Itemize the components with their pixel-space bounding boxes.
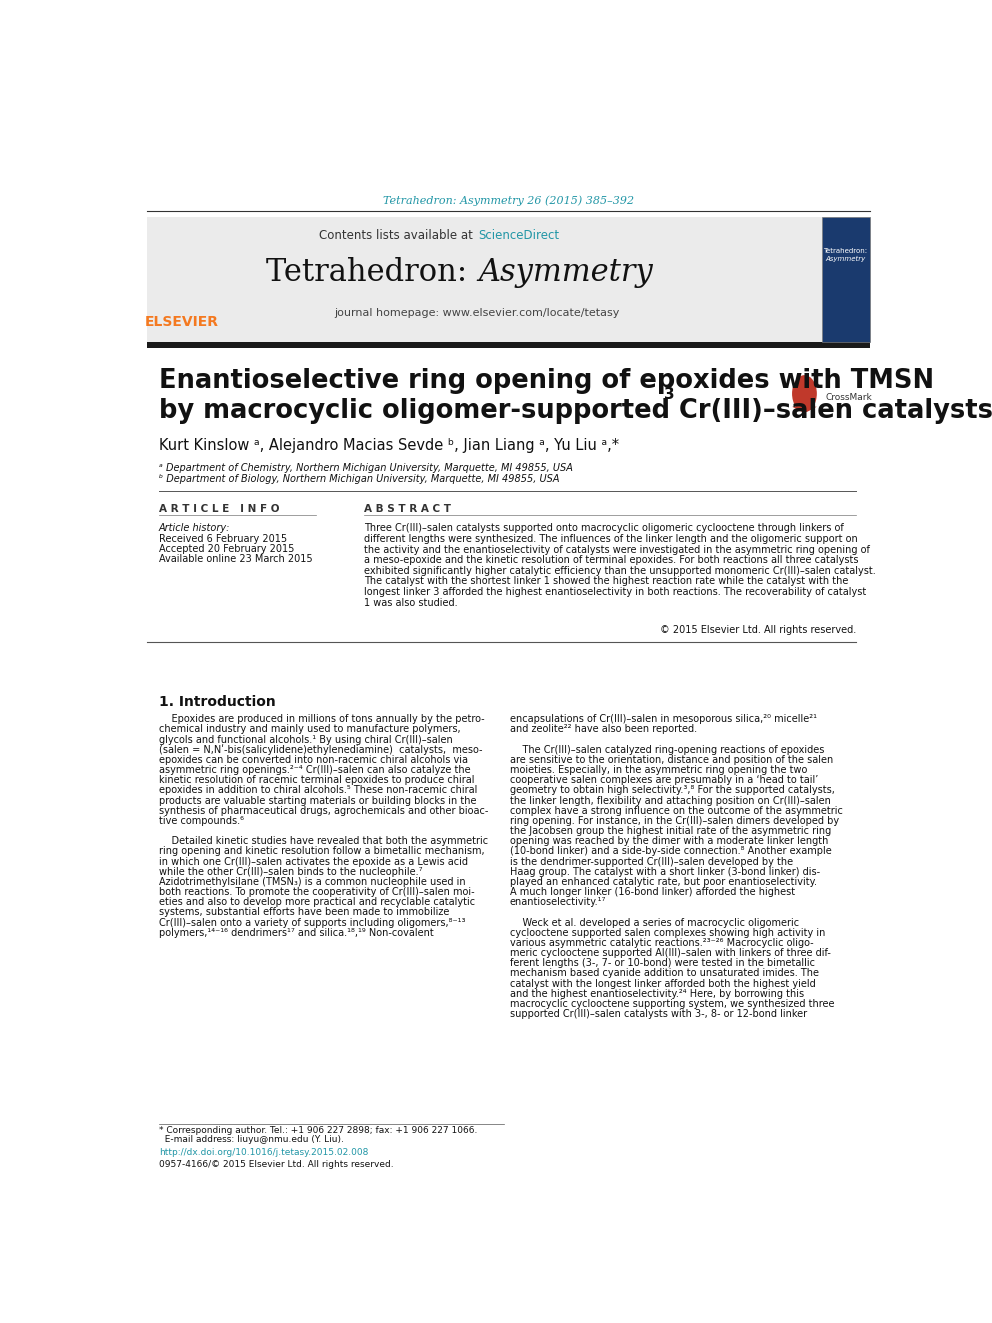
Text: catalyst with the longest linker afforded both the highest yield: catalyst with the longest linker afforde… xyxy=(510,979,815,988)
Text: and zeolite²² have also been reported.: and zeolite²² have also been reported. xyxy=(510,725,697,734)
Text: ScienceDirect: ScienceDirect xyxy=(478,229,559,242)
Text: epoxides in addition to chiral alcohols.⁵ These non-racemic chiral: epoxides in addition to chiral alcohols.… xyxy=(159,786,477,795)
Text: opening was reached by the dimer with a moderate linker length: opening was reached by the dimer with a … xyxy=(510,836,828,847)
Text: enantioselectivity.¹⁷: enantioselectivity.¹⁷ xyxy=(510,897,606,908)
Text: epoxides can be converted into non-racemic chiral alcohols via: epoxides can be converted into non-racem… xyxy=(159,755,468,765)
Text: in which one Cr(III)–salen activates the epoxide as a Lewis acid: in which one Cr(III)–salen activates the… xyxy=(159,856,468,867)
Text: A R T I C L E   I N F O: A R T I C L E I N F O xyxy=(159,504,280,515)
Text: Enantioselective ring opening of epoxides with TMSN: Enantioselective ring opening of epoxide… xyxy=(159,368,934,393)
Text: products are valuable starting materials or building blocks in the: products are valuable starting materials… xyxy=(159,795,476,806)
Text: journal homepage: www.elsevier.com/locate/tetasy: journal homepage: www.elsevier.com/locat… xyxy=(334,308,619,318)
Text: (10-bond linker) and a side-by-side connection.⁸ Another example: (10-bond linker) and a side-by-side conn… xyxy=(510,847,831,856)
Text: Tetrahedron:: Tetrahedron: xyxy=(266,257,476,288)
Text: and the highest enantioselectivity.²⁴ Here, by borrowing this: and the highest enantioselectivity.²⁴ He… xyxy=(510,988,805,999)
Text: eties and also to develop more practical and recyclable catalytic: eties and also to develop more practical… xyxy=(159,897,475,908)
Bar xyxy=(147,343,870,348)
Text: ring opening. For instance, in the Cr(III)–salen dimers developed by: ring opening. For instance, in the Cr(II… xyxy=(510,816,839,826)
Text: played an enhanced catalytic rate, but poor enantioselectivity.: played an enhanced catalytic rate, but p… xyxy=(510,877,817,886)
Text: glycols and functional alcohols.¹ By using chiral Cr(III)–salen: glycols and functional alcohols.¹ By usi… xyxy=(159,734,452,745)
Text: ᵇ Department of Biology, Northern Michigan University, Marquette, MI 49855, USA: ᵇ Department of Biology, Northern Michig… xyxy=(159,474,559,484)
Ellipse shape xyxy=(792,376,816,411)
Text: complex have a strong influence on the outcome of the asymmetric: complex have a strong influence on the o… xyxy=(510,806,843,816)
Text: meric cyclooctene supported Al(III)–salen with linkers of three dif-: meric cyclooctene supported Al(III)–sale… xyxy=(510,949,831,958)
Text: The Cr(III)–salen catalyzed ring-opening reactions of epoxides: The Cr(III)–salen catalyzed ring-opening… xyxy=(510,745,824,755)
Text: Article history:: Article history: xyxy=(159,524,230,533)
Text: both reactions. To promote the cooperativity of Cr(III)–salen moi-: both reactions. To promote the cooperati… xyxy=(159,888,474,897)
Text: CrossMark: CrossMark xyxy=(825,393,872,402)
Text: cooperative salen complexes are presumably in a ‘head to tail’: cooperative salen complexes are presumab… xyxy=(510,775,818,786)
Text: systems, substantial efforts have been made to immobilize: systems, substantial efforts have been m… xyxy=(159,908,449,917)
Text: Available online 23 March 2015: Available online 23 March 2015 xyxy=(159,554,312,564)
Text: a meso-epoxide and the kinetic resolution of terminal epoxides. For both reactio: a meso-epoxide and the kinetic resolutio… xyxy=(364,556,859,565)
Text: cyclooctene supported salen complexes showing high activity in: cyclooctene supported salen complexes sh… xyxy=(510,927,825,938)
Text: encapsulations of Cr(III)–salen in mesoporous silica,²⁰ micelle²¹: encapsulations of Cr(III)–salen in mesop… xyxy=(510,714,817,724)
Text: asymmetric ring openings.²⁻⁴ Cr(III)–salen can also catalyze the: asymmetric ring openings.²⁻⁴ Cr(III)–sal… xyxy=(159,765,470,775)
Text: * Corresponding author. Tel.: +1 906 227 2898; fax: +1 906 227 1066.: * Corresponding author. Tel.: +1 906 227… xyxy=(159,1126,477,1135)
Text: E-mail address: liuyu@nmu.edu (Y. Liu).: E-mail address: liuyu@nmu.edu (Y. Liu). xyxy=(159,1135,344,1144)
Text: Tetrahedron:: Tetrahedron: xyxy=(823,249,868,254)
Text: The catalyst with the shortest linker 1 showed the highest reaction rate while t: The catalyst with the shortest linker 1 … xyxy=(364,577,848,586)
Text: while the other Cr(III)–salen binds to the nucleophile.⁷: while the other Cr(III)–salen binds to t… xyxy=(159,867,423,877)
Text: longest linker 3 afforded the highest enantioselectivity in both reactions. The : longest linker 3 afforded the highest en… xyxy=(364,587,866,597)
Text: are sensitive to the orientation, distance and position of the salen: are sensitive to the orientation, distan… xyxy=(510,755,833,765)
Text: 1. Introduction: 1. Introduction xyxy=(159,695,276,709)
Text: is the dendrimer-supported Cr(III)–salen developed by the: is the dendrimer-supported Cr(III)–salen… xyxy=(510,856,793,867)
Text: Asymmetry: Asymmetry xyxy=(825,255,866,262)
Text: the linker length, flexibility and attaching position on Cr(III)–salen: the linker length, flexibility and attac… xyxy=(510,795,831,806)
Bar xyxy=(147,217,821,343)
Text: kinetic resolution of racemic terminal epoxides to produce chiral: kinetic resolution of racemic terminal e… xyxy=(159,775,474,786)
Text: Weck et al. developed a series of macrocyclic oligomeric: Weck et al. developed a series of macroc… xyxy=(510,918,800,927)
Text: exhibited significantly higher catalytic efficiency than the unsupported monomer: exhibited significantly higher catalytic… xyxy=(364,566,876,576)
Text: Contents lists available at: Contents lists available at xyxy=(319,229,476,242)
Text: Three Cr(III)–salen catalysts supported onto macrocyclic oligomeric cyclooctene : Three Cr(III)–salen catalysts supported … xyxy=(364,524,844,533)
Text: Tetrahedron: Asymmetry 26 (2015) 385–392: Tetrahedron: Asymmetry 26 (2015) 385–392 xyxy=(383,196,634,206)
Text: ELSEVIER: ELSEVIER xyxy=(145,315,219,329)
Text: by macrocyclic oligomer-supported Cr(III)–salen catalysts: by macrocyclic oligomer-supported Cr(III… xyxy=(159,398,992,425)
Text: 3: 3 xyxy=(665,386,675,402)
Text: the activity and the enantioselectivity of catalysts were investigated in the as: the activity and the enantioselectivity … xyxy=(364,545,870,554)
Polygon shape xyxy=(792,406,816,413)
Text: 0957-4166/© 2015 Elsevier Ltd. All rights reserved.: 0957-4166/© 2015 Elsevier Ltd. All right… xyxy=(159,1160,394,1170)
Text: © 2015 Elsevier Ltd. All rights reserved.: © 2015 Elsevier Ltd. All rights reserved… xyxy=(660,624,856,635)
Text: (salen = N,Nʹ-bis(salicylidene)ethylenediamine)  catalysts,  meso-: (salen = N,Nʹ-bis(salicylidene)ethylened… xyxy=(159,745,482,755)
Text: various asymmetric catalytic reactions.²³⁻²⁶ Macrocyclic oligo-: various asymmetric catalytic reactions.²… xyxy=(510,938,813,947)
Text: the Jacobsen group the highest initial rate of the asymmetric ring: the Jacobsen group the highest initial r… xyxy=(510,826,831,836)
Text: ferent lengths (3-, 7- or 10-bond) were tested in the bimetallic: ferent lengths (3-, 7- or 10-bond) were … xyxy=(510,958,815,968)
Text: synthesis of pharmaceutical drugs, agrochemicals and other bioac-: synthesis of pharmaceutical drugs, agroc… xyxy=(159,806,488,816)
Bar xyxy=(821,217,870,343)
Text: moieties. Especially, in the asymmetric ring opening the two: moieties. Especially, in the asymmetric … xyxy=(510,765,807,775)
Text: macrocyclic cyclooctene supporting system, we synthesized three: macrocyclic cyclooctene supporting syste… xyxy=(510,999,834,1009)
Text: Accepted 20 February 2015: Accepted 20 February 2015 xyxy=(159,544,295,554)
Text: Asymmetry: Asymmetry xyxy=(478,257,653,288)
Text: geometry to obtain high selectivity.³,⁸ For the supported catalysts,: geometry to obtain high selectivity.³,⁸ … xyxy=(510,786,835,795)
Text: Epoxides are produced in millions of tons annually by the petro-: Epoxides are produced in millions of ton… xyxy=(159,714,484,724)
Text: mechanism based cyanide addition to unsaturated imides. The: mechanism based cyanide addition to unsa… xyxy=(510,968,819,979)
Text: Detailed kinetic studies have revealed that both the asymmetric: Detailed kinetic studies have revealed t… xyxy=(159,836,488,847)
Text: Kurt Kinslow ᵃ, Alejandro Macias Sevde ᵇ, Jian Liang ᵃ, Yu Liu ᵃ,*: Kurt Kinslow ᵃ, Alejandro Macias Sevde ᵇ… xyxy=(159,438,619,452)
Text: tive compounds.⁶: tive compounds.⁶ xyxy=(159,816,244,826)
Text: different lengths were synthesized. The influences of the linker length and the : different lengths were synthesized. The … xyxy=(364,534,858,544)
Text: Azidotrimethylsilane (TMSN₃) is a common nucleophile used in: Azidotrimethylsilane (TMSN₃) is a common… xyxy=(159,877,465,886)
Text: polymers,¹⁴⁻¹⁶ dendrimers¹⁷ and silica.¹⁸,¹⁹ Non-covalent: polymers,¹⁴⁻¹⁶ dendrimers¹⁷ and silica.¹… xyxy=(159,927,434,938)
Text: A much longer linker (16-bond linker) afforded the highest: A much longer linker (16-bond linker) af… xyxy=(510,888,795,897)
Text: 1 was also studied.: 1 was also studied. xyxy=(364,598,458,607)
Text: chemical industry and mainly used to manufacture polymers,: chemical industry and mainly used to man… xyxy=(159,725,460,734)
Text: ᵃ Department of Chemistry, Northern Michigan University, Marquette, MI 49855, US: ᵃ Department of Chemistry, Northern Mich… xyxy=(159,463,572,474)
Text: Cr(III)–salen onto a variety of supports including oligomers,⁸⁻¹³: Cr(III)–salen onto a variety of supports… xyxy=(159,918,465,927)
Text: A B S T R A C T: A B S T R A C T xyxy=(364,504,451,515)
Text: Haag group. The catalyst with a short linker (3-bond linker) dis-: Haag group. The catalyst with a short li… xyxy=(510,867,820,877)
Text: ring opening and kinetic resolution follow a bimetallic mechanism,: ring opening and kinetic resolution foll… xyxy=(159,847,484,856)
Text: http://dx.doi.org/10.1016/j.tetasy.2015.02.008: http://dx.doi.org/10.1016/j.tetasy.2015.… xyxy=(159,1147,368,1156)
Text: Received 6 February 2015: Received 6 February 2015 xyxy=(159,534,287,544)
Text: supported Cr(III)–salen catalysts with 3-, 8- or 12-bond linker: supported Cr(III)–salen catalysts with 3… xyxy=(510,1009,807,1019)
